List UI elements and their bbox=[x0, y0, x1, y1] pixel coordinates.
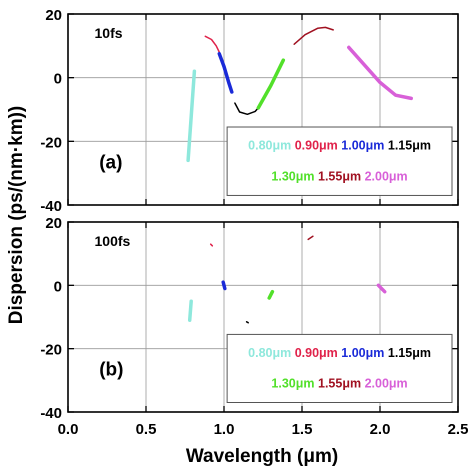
legend-row-a-1: 1.30μm 1.55μm 2.00μm bbox=[271, 169, 407, 183]
y-tick-label-a-2: 0 bbox=[54, 71, 62, 88]
legend-entry-b-0-2: 1.00μm bbox=[338, 346, 385, 360]
legend-row-a-0: 0.80μm 0.90μm 1.00μm 1.15μm bbox=[248, 139, 431, 153]
series-line-a-4 bbox=[256, 58, 286, 110]
legend-entry-a-1-1: 1.55μm bbox=[315, 169, 362, 183]
x-tick-label-0: 0.0 bbox=[58, 421, 79, 438]
y-tick-label-b-1: -20 bbox=[40, 342, 62, 359]
panel-label-a: (a) bbox=[99, 152, 122, 173]
series-line-a-1 bbox=[204, 35, 221, 53]
x-tick-label-5: 2.5 bbox=[448, 421, 469, 438]
series-line-b-1 bbox=[209, 243, 214, 247]
series-line-b-5 bbox=[307, 235, 314, 241]
legend-box-a bbox=[226, 126, 453, 196]
panel-label-b: (b) bbox=[99, 360, 123, 381]
legend-entry-a-1-2: 2.00μm bbox=[361, 169, 408, 183]
series-line-b-0 bbox=[187, 299, 193, 322]
series-line-b-3 bbox=[245, 321, 249, 324]
series-line-b-2 bbox=[221, 280, 227, 291]
legend-row-b-1: 1.30μm 1.55μm 2.00μm bbox=[271, 377, 407, 391]
x-tick-label-2: 1.0 bbox=[214, 421, 235, 438]
y-tick-label-a-1: -20 bbox=[40, 134, 62, 151]
series-line-a-6 bbox=[347, 45, 413, 101]
series-line-a-3 bbox=[234, 102, 260, 116]
y-tick-label-b-0: -40 bbox=[40, 405, 62, 422]
series-line-b-4 bbox=[267, 289, 275, 300]
legend-entry-b-0-3: 1.15μm bbox=[384, 346, 431, 360]
x-tick-label-1: 0.5 bbox=[136, 421, 157, 438]
y-tick-label-a-3: 20 bbox=[45, 7, 62, 24]
y-tick-label-a-0: -40 bbox=[40, 198, 62, 215]
plot-frame-a bbox=[67, 13, 459, 206]
legend-entry-b-1-2: 2.00μm bbox=[361, 377, 408, 391]
legend-entry-b-0-1: 0.90μm bbox=[291, 346, 338, 360]
x-tick-label-3: 1.5 bbox=[292, 421, 313, 438]
legend-entry-b-1-1: 1.55μm bbox=[315, 377, 362, 391]
legend-entry-a-0-3: 1.15μm bbox=[384, 139, 431, 153]
pulse-width-label-a: 10fs bbox=[95, 25, 123, 41]
x-axis-label: Wavelength (μm) bbox=[186, 446, 338, 467]
y-tick-label-b-3: 20 bbox=[45, 215, 62, 232]
series-line-a-5 bbox=[293, 26, 334, 45]
pulse-width-label-b: 100fs bbox=[95, 233, 131, 249]
legend-row-b-0: 0.80μm 0.90μm 1.00μm 1.15μm bbox=[248, 346, 431, 360]
legend-entry-a-0-1: 0.90μm bbox=[291, 139, 338, 153]
x-tick-label-4: 2.0 bbox=[370, 421, 391, 438]
legend-entry-b-0-0: 0.80μm bbox=[248, 346, 291, 360]
panel-b: -40 -20 0 20 0.0 0.5 1.0 1.5 2.0 2.5 100fs (b) 0.80μ… bbox=[40, 215, 468, 438]
series-line-b-6 bbox=[376, 283, 387, 294]
plot-frame-b bbox=[67, 221, 459, 413]
series-line-a-0 bbox=[186, 69, 197, 163]
panel-a: -40 -20 0 20 10fs (a) 0.80μm 0.90μm 1.00μm 1.1… bbox=[40, 7, 459, 215]
legend-entry-a-1-0: 1.30μm bbox=[271, 169, 314, 183]
y-axis-label: Dispersion (ps/(nm·km)) bbox=[6, 106, 27, 325]
y-tick-label-b-2: 0 bbox=[54, 278, 62, 295]
series-line-a-2 bbox=[217, 52, 234, 94]
legend-entry-a-0-0: 0.80μm bbox=[248, 139, 291, 153]
legend-entry-a-0-2: 1.00μm bbox=[338, 139, 385, 153]
legend-entry-b-1-0: 1.30μm bbox=[271, 377, 314, 391]
legend-box-b bbox=[226, 333, 453, 403]
